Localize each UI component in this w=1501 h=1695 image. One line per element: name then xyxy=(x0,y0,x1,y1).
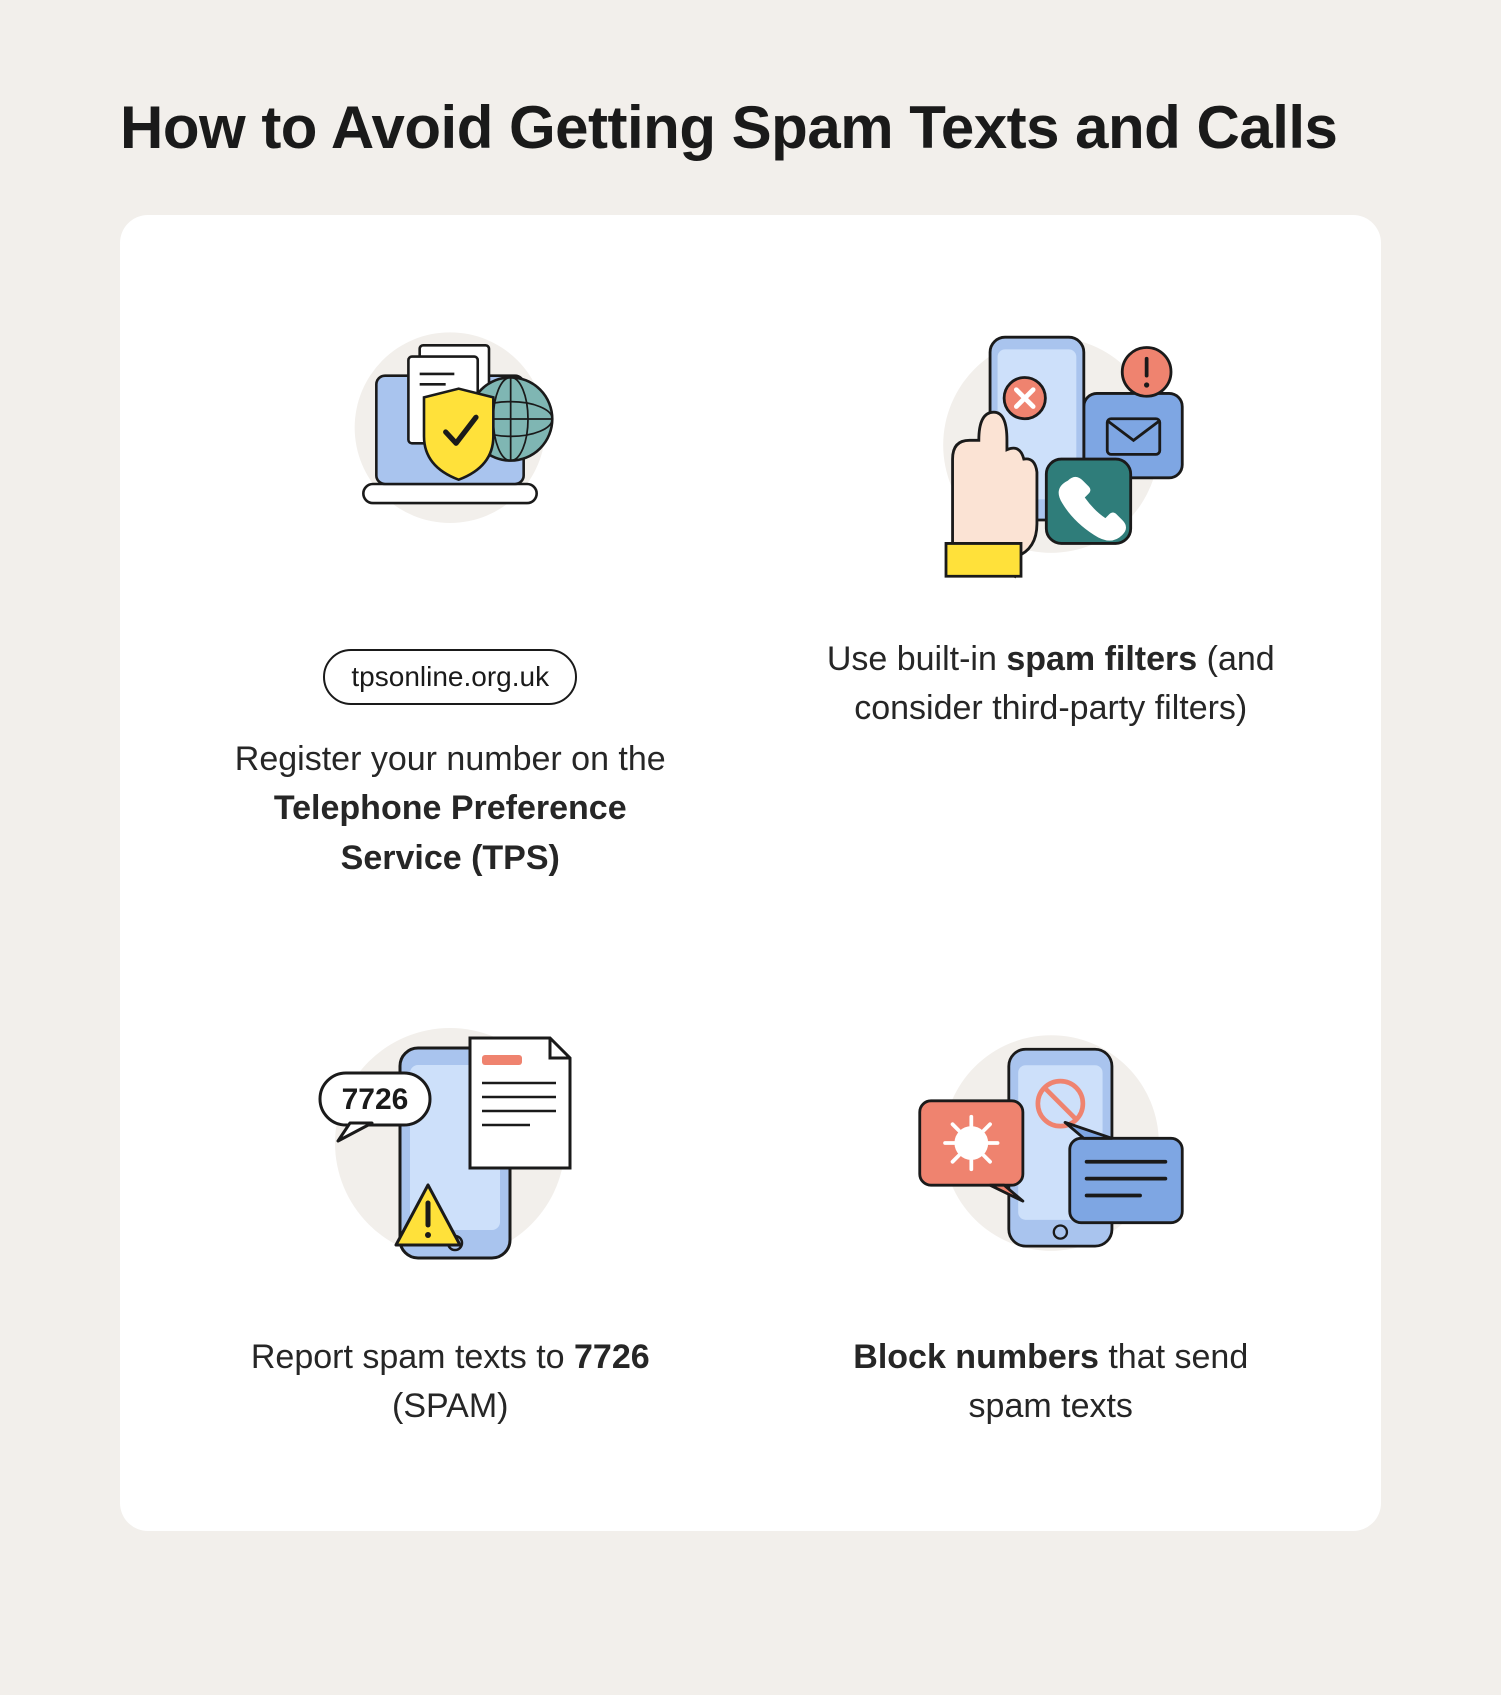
block-caption: Block numbers that send spam texts xyxy=(821,1333,1281,1432)
report-caption-bold: 7726 xyxy=(574,1338,650,1376)
tps-illustration xyxy=(300,295,600,595)
report-caption-post: (SPAM) xyxy=(392,1387,508,1425)
tps-caption-pre: Register your number on the xyxy=(235,740,666,778)
filters-caption: Use built-in spam filters (and consider … xyxy=(821,635,1281,734)
block-illustration xyxy=(901,993,1201,1293)
item-block: Block numbers that send spam texts xyxy=(781,993,1322,1432)
bubble-number-text: 7726 xyxy=(342,1083,409,1116)
info-grid: tpsonline.org.uk Register your number on… xyxy=(180,295,1321,1431)
tps-caption: Register your number on the Telephone Pr… xyxy=(220,735,680,883)
filters-illustration xyxy=(901,295,1201,595)
filters-caption-bold: spam filters xyxy=(1006,640,1197,678)
report-caption-pre: Report spam texts to xyxy=(251,1338,574,1376)
item-tps: tpsonline.org.uk Register your number on… xyxy=(180,295,721,883)
info-card: tpsonline.org.uk Register your number on… xyxy=(120,215,1381,1531)
report-illustration: 7726 xyxy=(300,993,600,1293)
tps-caption-bold: Telephone Preference Service (TPS) xyxy=(274,789,627,876)
report-caption: Report spam texts to 7726 (SPAM) xyxy=(220,1333,680,1432)
page-title: How to Avoid Getting Spam Texts and Call… xyxy=(120,90,1381,165)
block-caption-bold: Block numbers xyxy=(853,1338,1099,1376)
filters-caption-pre: Use built-in xyxy=(827,640,1007,678)
tps-url-pill: tpsonline.org.uk xyxy=(323,649,577,705)
item-report: 7726 Report spam texts to 7726 (SPAM) xyxy=(180,993,721,1432)
item-filters: Use built-in spam filters (and consider … xyxy=(781,295,1322,883)
